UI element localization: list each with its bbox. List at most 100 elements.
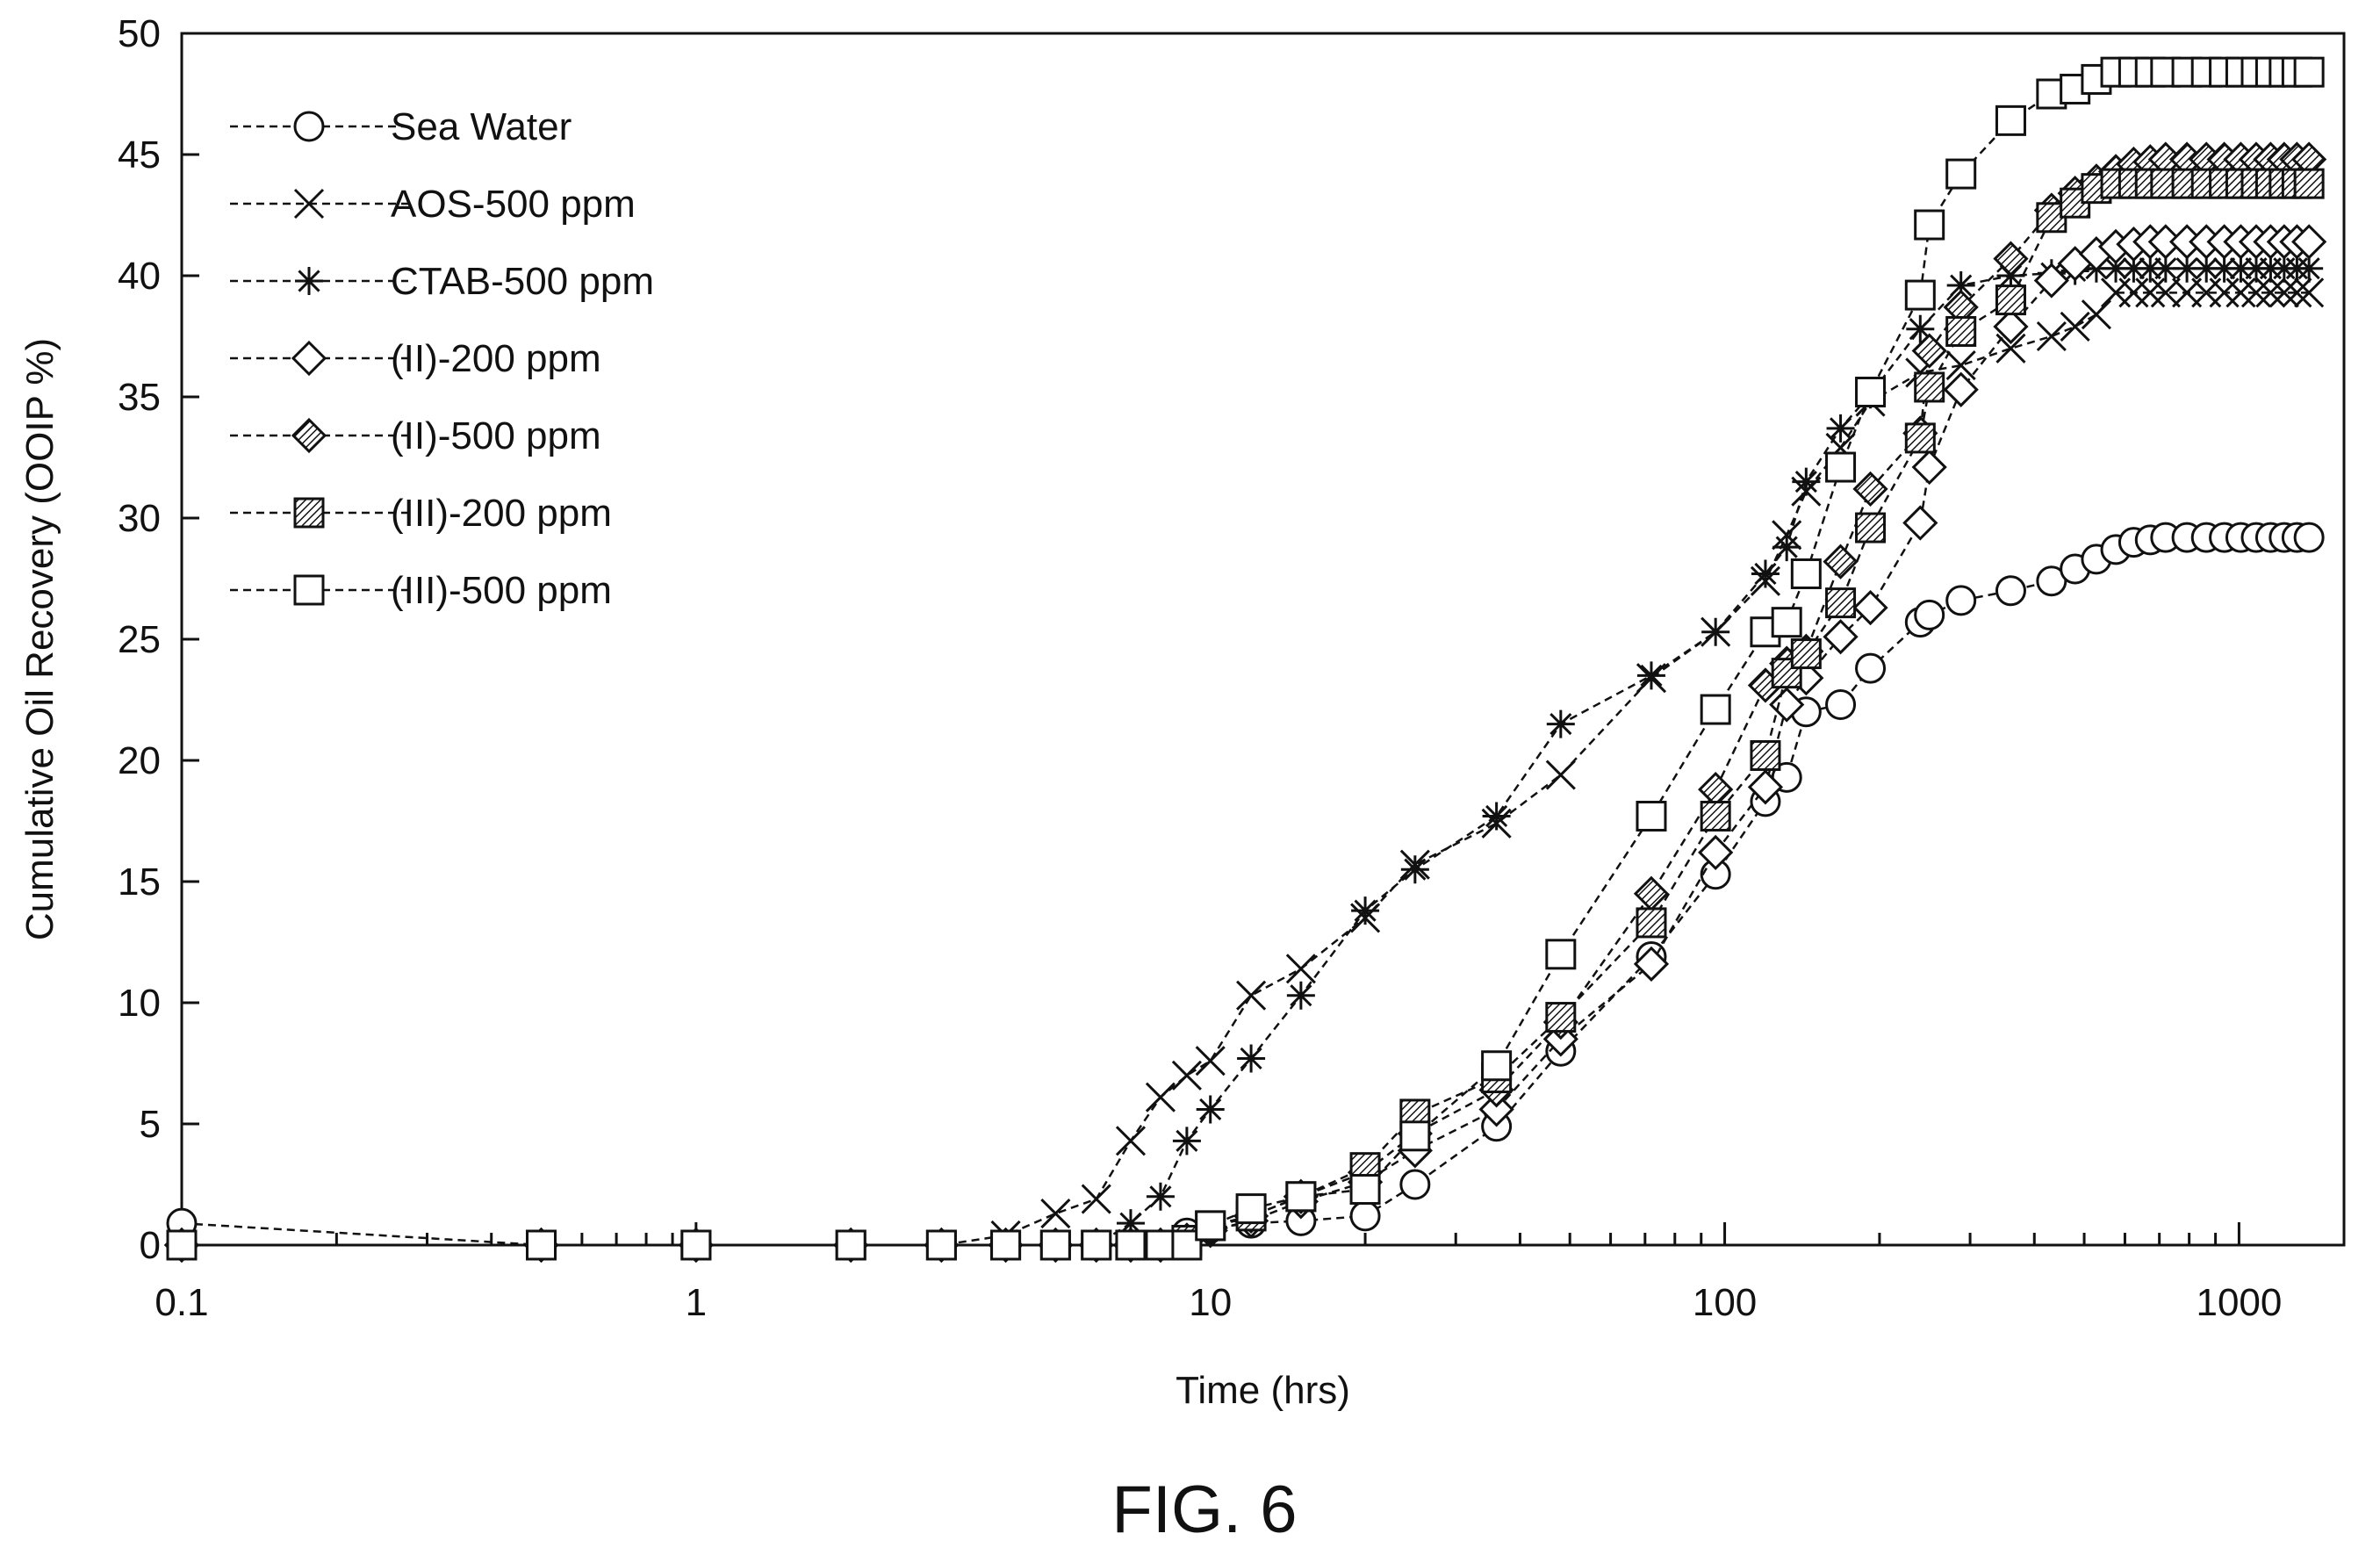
data-point-iii-500-ppm xyxy=(525,1229,557,1261)
data-point-iii-200-ppm xyxy=(1771,658,1802,689)
y-tick-label: 25 xyxy=(118,618,161,661)
data-point-aos-500-ppm xyxy=(2036,320,2067,352)
data-point-iii-500-ppm xyxy=(166,1229,198,1261)
data-point-iii-200-ppm xyxy=(1700,800,1731,832)
data-point-ii-500-ppm xyxy=(1911,333,1947,369)
data-point-ctab-500-ppm xyxy=(1400,855,1429,884)
data-point-iii-500-ppm xyxy=(1771,607,1802,638)
data-point-iii-500-ppm xyxy=(1790,558,1822,589)
data-point-aos-500-ppm xyxy=(2225,277,2256,308)
data-point-iii-200-ppm xyxy=(1790,638,1822,670)
data-point-iii-500-ppm xyxy=(1235,1193,1267,1225)
y-tick-label: 35 xyxy=(118,376,161,419)
data-point-sea-water xyxy=(1399,1169,1431,1200)
series-line-ii-500-ppm xyxy=(182,158,2310,1247)
series-ii-200-ppm xyxy=(163,224,2327,1264)
data-point-ii-500-ppm xyxy=(1993,241,2029,277)
y-tick-label: 30 xyxy=(118,497,161,540)
data-point-aos-500-ppm xyxy=(1171,1060,1202,1091)
data-point-ii-200-ppm xyxy=(1633,946,1670,982)
data-point-ii-500-ppm xyxy=(1852,471,1888,508)
legend-label: (III)-200 ppm xyxy=(391,492,612,535)
series-line-ii-200-ppm xyxy=(182,241,2310,1247)
x-tick-label: 100 xyxy=(1693,1281,1757,1324)
y-tick-label: 20 xyxy=(118,739,161,782)
legend-item-iii-500-ppm: (III)-500 ppm xyxy=(230,569,612,612)
data-point-sea-water xyxy=(1995,575,2026,607)
data-point-iii-200-ppm xyxy=(1636,907,1667,939)
y-tick-label: 0 xyxy=(140,1224,161,1267)
y-tick-label: 50 xyxy=(118,12,161,55)
data-point-ctab-500-ppm xyxy=(1172,1127,1201,1156)
data-point-iii-500-ppm xyxy=(1904,279,1936,311)
data-point-ctab-500-ppm xyxy=(2226,254,2255,283)
data-point-sea-water xyxy=(2293,522,2325,553)
y-tick-label: 15 xyxy=(118,860,161,904)
data-point-aos-500-ppm xyxy=(1081,1184,1111,1214)
data-point-ctab-500-ppm xyxy=(2136,254,2165,283)
x-tick-label: 10 xyxy=(1189,1281,1232,1324)
data-point-iii-500-ppm xyxy=(680,1229,712,1261)
data-point-ctab-500-ppm xyxy=(2192,254,2221,283)
legend-marker-ii-500-ppm xyxy=(291,417,327,454)
data-point-aos-500-ppm xyxy=(1195,1046,1226,1076)
figure-caption: FIG. 6 xyxy=(1111,1472,1297,1547)
data-point-ctab-500-ppm xyxy=(2151,254,2180,283)
data-point-sea-water xyxy=(1855,652,1887,684)
data-point-ctab-500-ppm xyxy=(1826,414,1855,443)
data-point-ii-500-ppm xyxy=(1633,875,1670,911)
data-point-iii-200-ppm xyxy=(2293,168,2325,199)
data-point-aos-500-ppm xyxy=(2118,277,2149,308)
y-tick-label: 40 xyxy=(118,255,161,298)
legend-label: AOS-500 ppm xyxy=(391,183,636,226)
data-point-ii-200-ppm xyxy=(2291,224,2327,260)
data-point-sea-water xyxy=(2036,565,2067,597)
data-point-iii-500-ppm xyxy=(990,1229,1022,1261)
data-point-ctab-500-ppm xyxy=(1237,1044,1266,1073)
data-point-ctab-500-ppm xyxy=(1351,896,1380,925)
data-point-iii-500-ppm xyxy=(1145,1229,1176,1261)
data-point-aos-500-ppm xyxy=(2209,277,2240,308)
data-point-ctab-500-ppm xyxy=(2295,254,2324,283)
legend-marker-sea-water xyxy=(293,111,325,142)
legend-item-sea-water: Sea Water xyxy=(230,105,572,148)
data-point-ctab-500-ppm xyxy=(2102,254,2131,283)
series-line-sea-water xyxy=(181,536,2310,1247)
data-point-ctab-500-ppm xyxy=(1792,467,1821,496)
data-point-iii-200-ppm xyxy=(1904,422,1936,454)
series-layer xyxy=(163,56,2327,1264)
data-point-ctab-500-ppm xyxy=(1701,617,1730,646)
data-point-sea-water xyxy=(1825,689,1857,721)
data-point-aos-500-ppm xyxy=(2150,277,2181,308)
y-axis-tick-labels: 0 5 10 15 20 25 30 35 40 45 50 xyxy=(118,12,161,1267)
data-point-ctab-500-ppm xyxy=(1146,1182,1175,1211)
legend-marker-ii-200-ppm xyxy=(291,340,327,377)
data-point-aos-500-ppm xyxy=(2135,277,2166,308)
data-point-iii-500-ppm xyxy=(835,1229,866,1261)
data-point-sea-water xyxy=(1349,1200,1381,1232)
data-point-aos-500-ppm xyxy=(2081,299,2111,330)
data-point-aos-500-ppm xyxy=(1236,980,1267,1011)
data-point-ctab-500-ppm xyxy=(2173,254,2202,283)
data-point-ii-200-ppm xyxy=(1902,505,1938,541)
data-point-ii-200-ppm xyxy=(1698,834,1734,871)
series-ctab-500-ppm xyxy=(168,254,2324,1259)
data-point-iii-200-ppm xyxy=(1945,315,1977,347)
data-point-iii-500-ppm xyxy=(1995,104,2026,136)
data-point-ii-200-ppm xyxy=(1943,371,1979,407)
data-point-iii-500-ppm xyxy=(1349,1174,1381,1206)
legend-label: (III)-500 ppm xyxy=(391,569,612,612)
series-iii-500-ppm xyxy=(166,56,2325,1261)
data-point-ii-500-ppm xyxy=(1823,544,1859,580)
data-point-ii-200-ppm xyxy=(1823,619,1859,655)
data-point-iii-500-ppm xyxy=(1039,1229,1071,1261)
plot-area xyxy=(163,32,2346,1264)
data-point-aos-500-ppm xyxy=(2294,277,2325,308)
x-tick-label: 1 xyxy=(686,1281,707,1324)
data-point-ctab-500-ppm xyxy=(2242,254,2270,283)
data-point-iii-500-ppm xyxy=(1636,800,1667,832)
data-point-iii-500-ppm xyxy=(1481,1050,1513,1082)
data-point-iii-500-ppm xyxy=(1081,1229,1112,1261)
data-point-ctab-500-ppm xyxy=(2119,254,2148,283)
